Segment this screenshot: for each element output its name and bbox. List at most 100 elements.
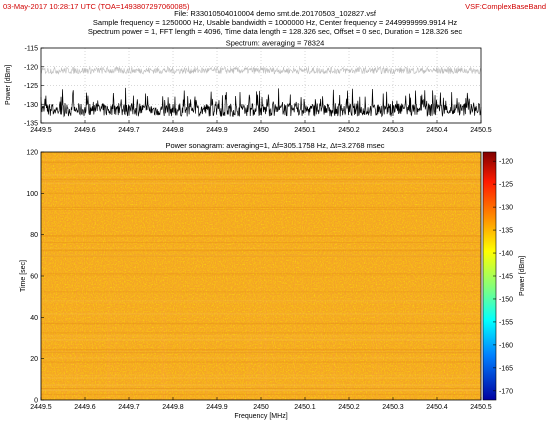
sonagram-heatmap (41, 152, 481, 400)
colorbar-tick-label: -120 (499, 159, 513, 166)
spectrum-x-tick-label: 2450.5 (470, 127, 492, 134)
spectrum-y-tick-label: -115 (25, 46, 39, 53)
colorbar-tick-label: -145 (499, 274, 513, 281)
spectrum-x-tick-label: 2450.4 (426, 127, 448, 134)
sonagram-band (41, 351, 481, 354)
timestamp-label: 03-May-2017 10:28:17 UTC (TOA=1493807297… (3, 2, 190, 11)
sonagram-band (41, 182, 481, 184)
colorbar-tick-label: -150 (499, 296, 513, 303)
sonagram-band (41, 206, 481, 208)
sonagram-x-tick-label: 2449.7 (118, 404, 140, 411)
sonagram-band (41, 384, 481, 386)
spectrum-y-tick-label: -120 (24, 64, 38, 71)
sonagram-band (41, 174, 481, 176)
sonagram-band (41, 388, 481, 390)
colorbar-tick-label: -155 (499, 319, 513, 326)
sonagram-band (41, 274, 481, 276)
spectrum-trace-gray (40, 66, 482, 75)
sonagram-band (41, 273, 481, 274)
sonagram-x-tick-label: 2450.1 (294, 404, 316, 411)
sonagram-x-tick-label: 2449.9 (206, 404, 228, 411)
sonagram-y-tick-label: 120 (26, 150, 38, 157)
spectrum-x-tick-label: 2450 (253, 127, 269, 134)
colorbar-tick-label: -130 (499, 205, 513, 212)
sonagram-band (41, 332, 481, 334)
sonagram-band (41, 248, 481, 249)
spectrum-x-tick-label: 2450.2 (338, 127, 360, 134)
sonagram-band (41, 374, 481, 376)
sonagram-y-tick-label: 80 (30, 232, 38, 239)
sonagram-band (41, 389, 481, 391)
spectrum-x-tick-label: 2450.1 (294, 127, 316, 134)
sonagram-band (41, 242, 481, 243)
sonagram-xlabel: Frequency [MHz] (234, 413, 287, 420)
spectrum-x-tick-label: 2449.9 (206, 127, 228, 134)
sonagram-band (41, 180, 481, 182)
sonagram-band (41, 291, 481, 293)
app-label: VSF:ComplexBaseBand (465, 2, 546, 11)
sonagram-title: Power sonagram: averaging=1, Δf=305.1758… (165, 141, 384, 150)
sonagram-band (41, 349, 481, 351)
file-line: File: R33010504010004 demo smt.de.201705… (174, 9, 376, 18)
spectrum-x-tick-label: 2449.6 (74, 127, 96, 134)
spectrum-y-tick-label: -125 (24, 83, 38, 90)
sonagram-x-tick-label: 2450.3 (382, 404, 404, 411)
sonagram-x-tick-label: 2449.5 (30, 404, 52, 411)
spectrum-y-tick-label: -130 (24, 102, 38, 109)
sonagram-band (41, 235, 481, 237)
sonagram-x-tick-label: 2450.2 (338, 404, 360, 411)
sonagram-y-tick-label: 60 (30, 274, 38, 281)
sonagram-band (41, 389, 481, 391)
colorbar-label: Power [dBm] (519, 256, 526, 296)
colorbar-tick-label: -140 (499, 251, 513, 258)
sonagram-band (41, 387, 481, 389)
sonagram-x-tick-label: 2449.6 (74, 404, 96, 411)
spectrum-traces (40, 66, 482, 118)
sonagram-x-tick-label: 2450.4 (426, 404, 448, 411)
spectrum-y-tick-label: -135 (24, 121, 38, 128)
sonagram-x-tick-label: 2450.5 (470, 404, 492, 411)
colorbar-tick-label: -165 (499, 365, 513, 372)
sonagram-band (41, 387, 481, 389)
sonagram-band (41, 335, 481, 337)
sonagram-band (41, 192, 481, 194)
sonagram-band (41, 361, 481, 363)
sonagram-band (41, 159, 481, 160)
sonagram-x-tick-label: 2449.8 (162, 404, 184, 411)
sonagram-band (41, 161, 481, 164)
spectrum-x-tick-label: 2449.8 (162, 127, 184, 134)
sonagram-band (41, 322, 481, 325)
sonagram-band (41, 180, 481, 182)
sonagram-y-tick-label: 40 (30, 315, 38, 322)
sonagram-band (41, 300, 481, 302)
sonagram-band (41, 313, 481, 315)
sonagram-y-tick-label: 0 (34, 398, 38, 405)
sonagram-band (41, 393, 481, 395)
spectrum-x-tick-label: 2449.7 (118, 127, 140, 134)
sonagram-band (41, 209, 481, 210)
colorbar-tick-label: -135 (499, 228, 513, 235)
spectrum-ylabel: Power [dBm] (5, 65, 12, 105)
spectrum-title: Spectrum: averaging = 78324 (226, 39, 325, 48)
colorbar-tick-label: -170 (499, 388, 513, 395)
sonagram-band (41, 254, 481, 257)
sonagram-x-tick-label: 2450 (253, 404, 269, 411)
sonagram-band (41, 377, 481, 379)
sonagram-band (41, 357, 481, 359)
sonagram-y-tick-label: 20 (30, 356, 38, 363)
spectrum-x-tick-label: 2449.5 (30, 127, 52, 134)
spectrum-grid (41, 48, 481, 123)
spectrum-x-tick-label: 2450.3 (382, 127, 404, 134)
sonagram-y-tick-label: 100 (26, 191, 38, 198)
colorbar-tick-label: -160 (499, 342, 513, 349)
sonagram-band (41, 255, 481, 257)
spectrum-trace-black (40, 87, 482, 118)
colorbar-tick-label: -125 (499, 182, 513, 189)
sonagram-ylabel: Time [sec] (20, 260, 27, 292)
params-line: Sample frequency = 1250000 Hz, Usable ba… (92, 18, 458, 27)
sonagram-band (41, 249, 481, 252)
sonagram-band (41, 351, 481, 353)
sonagram-band (41, 301, 481, 303)
fft-line: Spectrum power = 1, FFT length = 4096, T… (87, 27, 463, 36)
